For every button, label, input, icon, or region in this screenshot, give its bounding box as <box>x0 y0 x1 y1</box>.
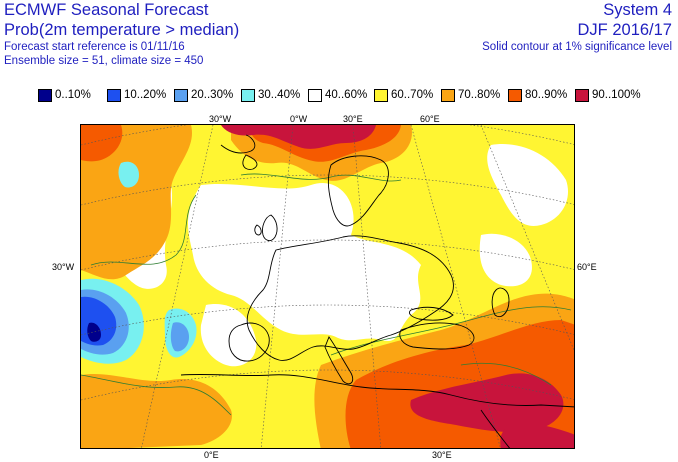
region-neutral-europe <box>188 183 421 341</box>
period-label: DJF 2016/17 <box>577 21 672 39</box>
lon-label-0w: 0°W <box>290 114 308 124</box>
significance-contours <box>81 173 572 416</box>
region-0-10-atlantic <box>87 322 101 342</box>
region-neutral-east <box>487 144 569 226</box>
legend-label: 20..30% <box>191 89 234 101</box>
legend-swatch <box>107 89 121 102</box>
region-neutral-iberia <box>200 304 257 367</box>
legend-label: 10..20% <box>124 89 167 101</box>
contour-note: Solid contour at 1% significance level <box>482 41 672 53</box>
region-30-40-northatlantic <box>118 161 139 188</box>
lon-label-60e-top: 60°E <box>420 114 440 124</box>
region-90-100-greenland <box>221 125 376 149</box>
region-90-100-southeast <box>500 423 574 448</box>
legend-swatch <box>374 89 388 102</box>
forecast-reference: Forecast start reference is 01/11/16 <box>4 41 185 53</box>
lon-label-0e-bottom: 0°E <box>204 450 219 460</box>
legend-swatch <box>241 89 255 102</box>
region-80-90-west <box>81 125 123 162</box>
region-70-80-west <box>81 125 192 280</box>
legend-label: 70..80% <box>458 89 501 101</box>
legend-label: 90..100% <box>592 89 641 101</box>
map-canvas <box>81 125 574 448</box>
lon-label-30w: 30°W <box>209 114 232 124</box>
ensemble-size: Ensemble size = 51, climate size = 450 <box>4 55 204 67</box>
chart-subtitle: Prob(2m temperature > median) <box>4 21 240 39</box>
legend-label: 0..10% <box>55 89 91 101</box>
legend-swatch <box>508 89 522 102</box>
legend-label: 40..60% <box>325 89 368 101</box>
region-neutral-caspian <box>479 233 532 287</box>
legend-label: 80..90% <box>525 89 568 101</box>
region-70-80-southwest <box>81 374 232 448</box>
probability-map <box>80 124 575 449</box>
coastlines <box>180 134 574 448</box>
legend-label: 30..40% <box>258 89 301 101</box>
lon-label-30e-top: 30°E <box>343 114 363 124</box>
legend-swatch <box>575 89 589 102</box>
legend-swatch <box>38 89 52 102</box>
lon-label-30e-bottom: 30°E <box>432 450 452 460</box>
legend-swatch <box>174 89 188 102</box>
legend-label: 60..70% <box>391 89 434 101</box>
region-20-30-morocco <box>170 322 189 352</box>
legend-swatch <box>308 89 322 102</box>
chart-title: ECMWF Seasonal Forecast <box>4 1 209 19</box>
system-label: System 4 <box>603 1 672 19</box>
lat-label-left: 30°W <box>52 262 75 272</box>
legend-swatch <box>441 89 455 102</box>
lat-label-right: 60°E <box>577 262 597 272</box>
